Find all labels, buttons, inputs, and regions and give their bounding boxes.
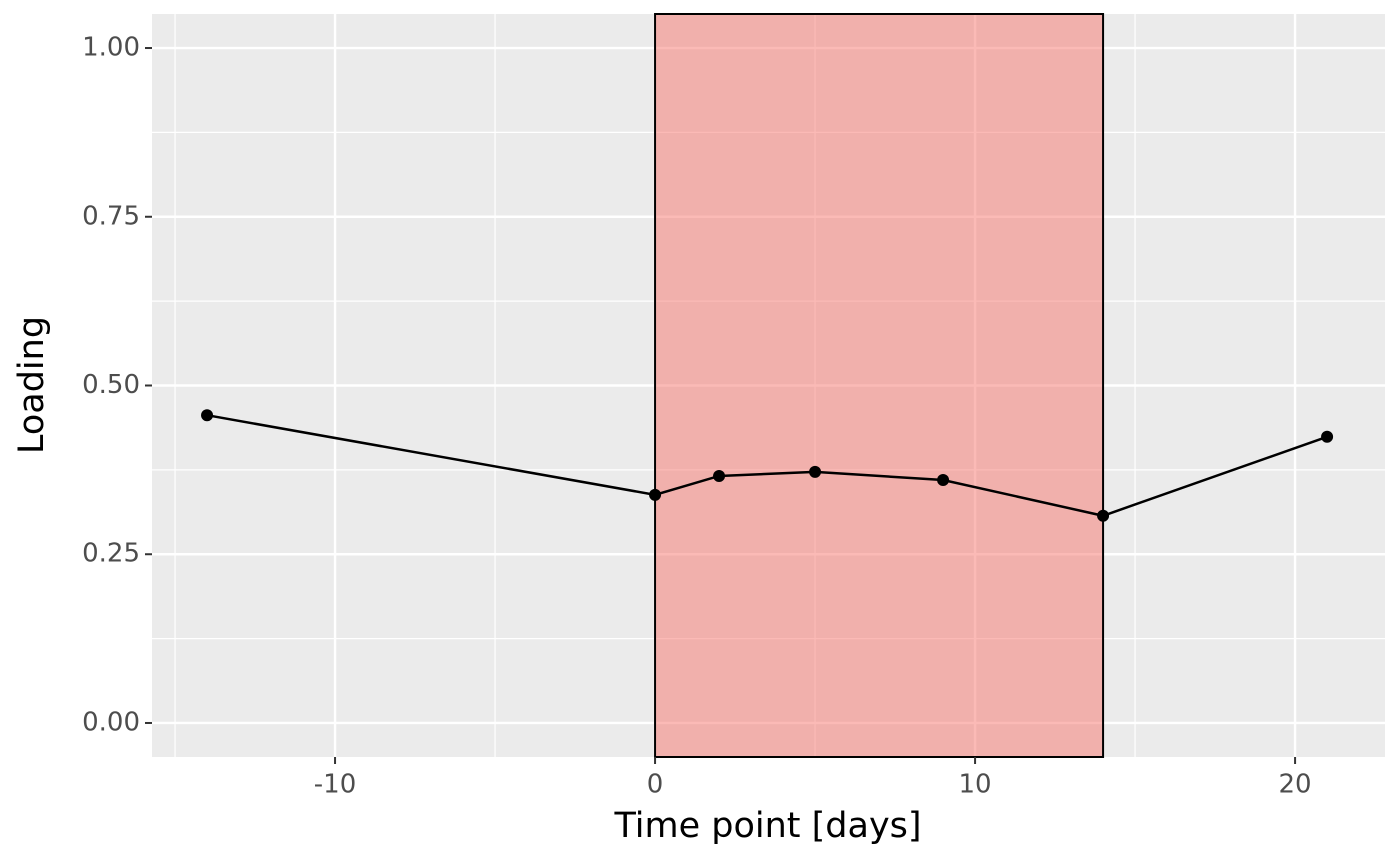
data-point — [713, 469, 726, 482]
data-point — [1321, 430, 1334, 443]
y-tick-label: 1.00 — [82, 33, 140, 63]
highlight-region — [654, 13, 1105, 758]
data-point — [1097, 509, 1110, 522]
x-tick-label: -10 — [314, 770, 356, 800]
y-tick-label: 0.50 — [82, 370, 140, 400]
data-point — [201, 409, 214, 422]
y-tick-label: 0.25 — [82, 539, 140, 569]
x-tick-label: 10 — [959, 770, 992, 800]
y-tick-label: 0.00 — [82, 707, 140, 737]
data-point — [649, 488, 662, 501]
y-axis-title: Loading — [12, 316, 52, 454]
x-tick-label: 0 — [647, 770, 664, 800]
data-point — [809, 465, 822, 478]
x-axis-title: Time point [days] — [613, 806, 921, 846]
y-tick-label: 0.75 — [82, 201, 140, 231]
data-point — [937, 473, 950, 486]
x-tick-label: 20 — [1279, 770, 1312, 800]
marks — [201, 13, 1334, 758]
